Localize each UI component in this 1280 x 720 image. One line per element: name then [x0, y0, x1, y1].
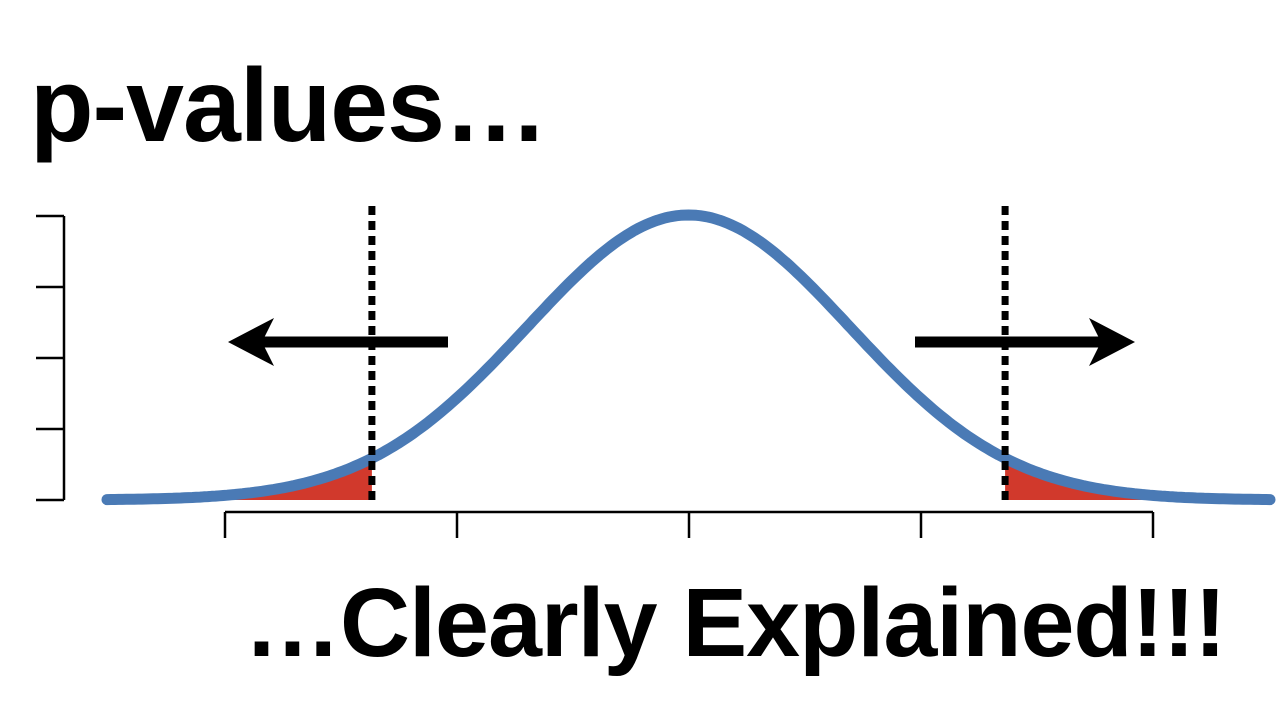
page-title: p-values…	[30, 48, 548, 164]
right-tail-area	[1005, 458, 1270, 500]
left-arrow	[228, 318, 448, 366]
left-tail-area	[107, 458, 372, 500]
right-arrow	[915, 318, 1135, 366]
x-axis	[223, 510, 1155, 538]
bell-curve	[101, 209, 1276, 506]
right-arrow-head	[1089, 318, 1135, 366]
y-axis	[36, 214, 66, 502]
left-arrow-head	[228, 318, 274, 366]
page-subtitle: …Clearly Explained!!!	[244, 568, 1227, 677]
